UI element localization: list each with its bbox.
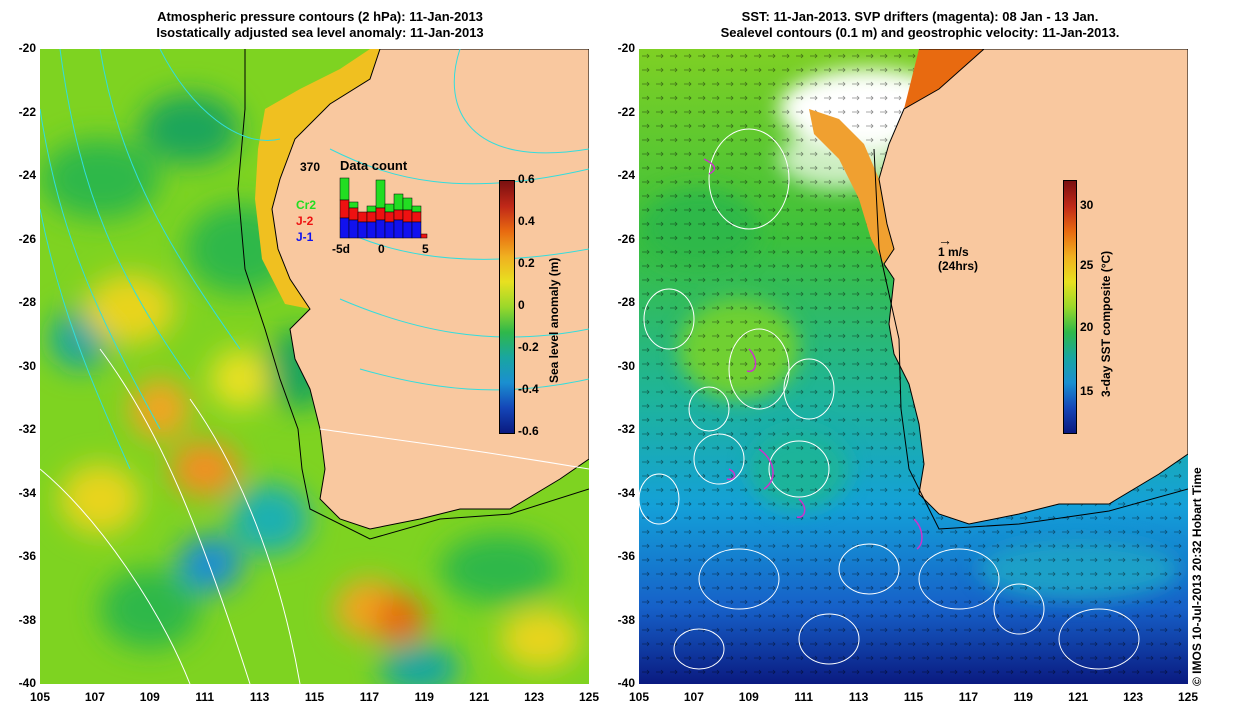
left-lat-tick: -22	[18, 104, 36, 119]
right-lat-tick: -22	[617, 104, 635, 119]
left-lon-tick: 113	[249, 690, 270, 704]
svp-drifter-tracks	[703, 158, 923, 550]
sst-colorbar	[1063, 180, 1077, 434]
left-lat-tick: -24	[18, 168, 36, 182]
right-map-title: SST: 11-Jan-2013. SVP drifters (magenta)…	[640, 9, 1200, 41]
right-lat-tick: -30	[617, 358, 635, 373]
left-lon-tick: 121	[469, 690, 490, 704]
pressure-contours	[40, 49, 589, 470]
sst-colorbar-tick: 20	[1080, 320, 1094, 334]
coastal-anomaly-strip	[255, 49, 400, 309]
left-lon-tick: 115	[304, 690, 325, 704]
right-lon-tick: 117	[958, 690, 979, 704]
warm-north-strip	[904, 49, 984, 109]
right-lon-tick: 113	[848, 690, 869, 704]
left-lat-tick: -26	[18, 231, 36, 246]
data-count-xtick-minus5: -5d	[332, 242, 350, 256]
legend-j2: J-2	[296, 214, 314, 228]
right-lon-tick: 125	[1177, 690, 1199, 704]
left-lon-tick: 125	[578, 690, 600, 704]
right-lon-tick: 115	[903, 690, 924, 704]
white-contours	[40, 348, 589, 684]
velocity-scale-sub: (24hrs)	[938, 259, 979, 273]
right-lat-tick: -34	[617, 485, 635, 500]
legend-cr2: Cr2	[296, 198, 317, 212]
left-lon-tick: 119	[414, 690, 434, 704]
left-lat-tick: -36	[18, 549, 36, 563]
right-lat-tick: -36	[617, 549, 635, 563]
velocity-scale: → 1 m/s (24hrs)	[938, 232, 979, 273]
right-lon-tick: 121	[1068, 690, 1089, 704]
sst-map[interactable]	[639, 49, 1188, 684]
left-lon-tick: 107	[84, 690, 105, 704]
credit-text: © IMOS 10-Jul-2013 20:32 Hobart Time	[1190, 467, 1204, 686]
sst-svg	[639, 49, 1188, 684]
sst-colorbar-tick: 30	[1080, 198, 1094, 212]
left-map-title: Atmospheric pressure contours (2 hPa): 1…	[60, 9, 580, 41]
right-lon-tick: 111	[794, 690, 814, 704]
sea-level-colorbar-label: Sea level anomaly (m)	[547, 257, 561, 383]
right-lon-tick: 123	[1123, 690, 1144, 704]
left-lat-tick: -38	[18, 612, 36, 627]
data-count-bars	[339, 177, 428, 239]
right-lat-tick: -40	[617, 676, 635, 690]
left-lat-tick: -34	[18, 485, 36, 500]
left-title-line1: Atmospheric pressure contours (2 hPa): 1…	[157, 9, 483, 24]
velocity-arrow-icon: →	[938, 232, 952, 248]
australia-land-right	[878, 49, 1188, 525]
right-lat-tick: -20	[617, 41, 635, 55]
right-lat-tick: -26	[617, 231, 635, 246]
right-lat-tick: -32	[617, 422, 635, 436]
left-lon-tick: 109	[139, 690, 160, 704]
data-count-max: 370	[300, 160, 321, 174]
sst-colorbar-tick: 15	[1080, 384, 1094, 398]
sea-level-colorbar-tick: -0.6	[518, 424, 539, 438]
right-lon-tick: 105	[628, 690, 650, 704]
sea-level-colorbar-tick: 0.4	[518, 214, 535, 228]
data-count-xtick-5: 5	[422, 242, 429, 256]
left-lat-tick: -20	[18, 41, 36, 55]
left-lat-tick: -32	[18, 422, 36, 436]
sea-level-colorbar-tick: -0.4	[518, 382, 539, 396]
right-title-line1: SST: 11-Jan-2013. SVP drifters (magenta)…	[741, 9, 1099, 24]
left-lon-tick: 123	[524, 690, 545, 704]
left-lat-tick: -40	[18, 676, 36, 690]
right-lon-tick: 107	[683, 690, 704, 704]
velocity-scale-label: 1 m/s	[938, 245, 969, 259]
left-lat-tick: -30	[18, 358, 36, 373]
sea-level-colorbar-tick: 0	[518, 298, 525, 312]
warm-coastal-water	[809, 109, 894, 264]
left-lon-tick: 111	[195, 690, 215, 704]
right-lat-tick: -24	[617, 168, 635, 182]
sealevel-contours	[639, 128, 1140, 670]
right-lat-tick: -28	[617, 295, 635, 309]
sea-level-colorbar	[499, 180, 515, 434]
data-count-xtick-0: 0	[378, 242, 385, 256]
bar-group	[339, 177, 428, 239]
sea-level-colorbar-tick: -0.2	[518, 340, 539, 354]
shelf-contour-right	[873, 148, 1188, 530]
sea-level-colorbar-tick: 0.2	[518, 256, 535, 270]
left-lat-tick: -28	[18, 295, 36, 309]
shelf-contour	[237, 49, 589, 540]
right-lon-tick: 109	[738, 690, 759, 704]
sst-colorbar-tick: 25	[1080, 258, 1094, 272]
data-count-inset: 370 Data count Cr2 J-2 J-1 -5d 0 5	[296, 158, 440, 265]
right-lon-tick: 119	[1013, 690, 1033, 704]
legend-j1: J-1	[296, 230, 314, 244]
left-title-line2: Isostatically adjusted sea level anomaly…	[156, 25, 484, 40]
left-lon-tick: 105	[29, 690, 51, 704]
left-lon-tick: 117	[359, 690, 380, 704]
sea-level-colorbar-tick: 0.6	[518, 172, 535, 186]
data-count-title: Data count	[340, 158, 408, 173]
sst-colorbar-label: 3-day SST composite (°C)	[1099, 250, 1113, 397]
right-title-line2: Sealevel contours (0.1 m) and geostrophi…	[720, 25, 1120, 40]
right-lat-tick: -38	[617, 612, 635, 627]
